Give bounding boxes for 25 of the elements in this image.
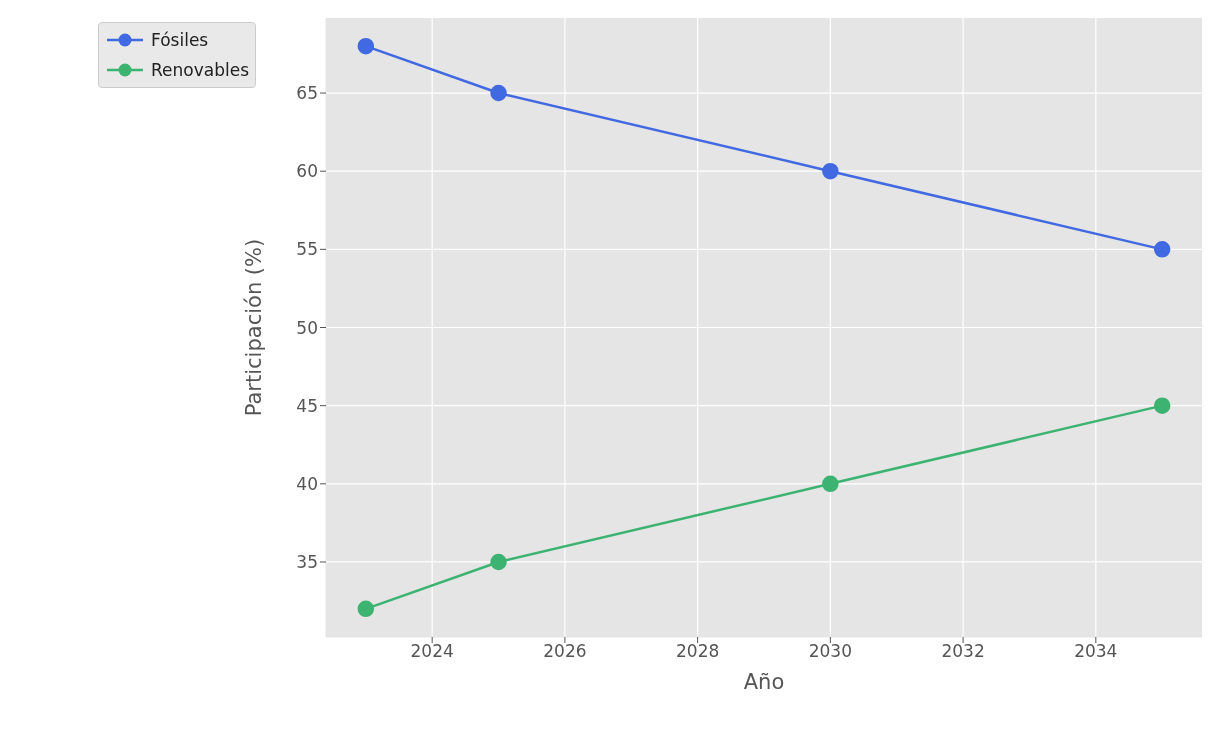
y-tick-label: 55 [296,239,318,260]
y-tick-label: 40 [296,473,318,494]
point [357,37,375,55]
x-tick-label: 2030 [808,641,852,662]
point [822,475,839,493]
y-tick-label: 50 [296,317,318,338]
y-tick-label: 60 [296,161,318,182]
y-tick-label: 65 [296,83,318,104]
x-tick-label: 2026 [543,641,587,662]
legend-label: Renovables [151,59,249,82]
point [822,162,839,180]
x-axis-title: Año [743,670,785,694]
y-tick-label: 35 [296,552,318,572]
x-tick-label: 2024 [410,641,454,662]
point [490,84,507,102]
legend-label: Fósiles [151,29,209,52]
point [490,553,507,571]
point [1153,397,1171,414]
x-tick-label: 2032 [941,641,985,662]
x-tick-label: 2028 [676,641,720,662]
y-axis-title: Participación (%) [242,238,267,417]
y-tick-label: 45 [296,395,318,416]
point [1153,241,1171,258]
x-tick-label: 2034 [1074,641,1118,662]
point [357,600,375,618]
